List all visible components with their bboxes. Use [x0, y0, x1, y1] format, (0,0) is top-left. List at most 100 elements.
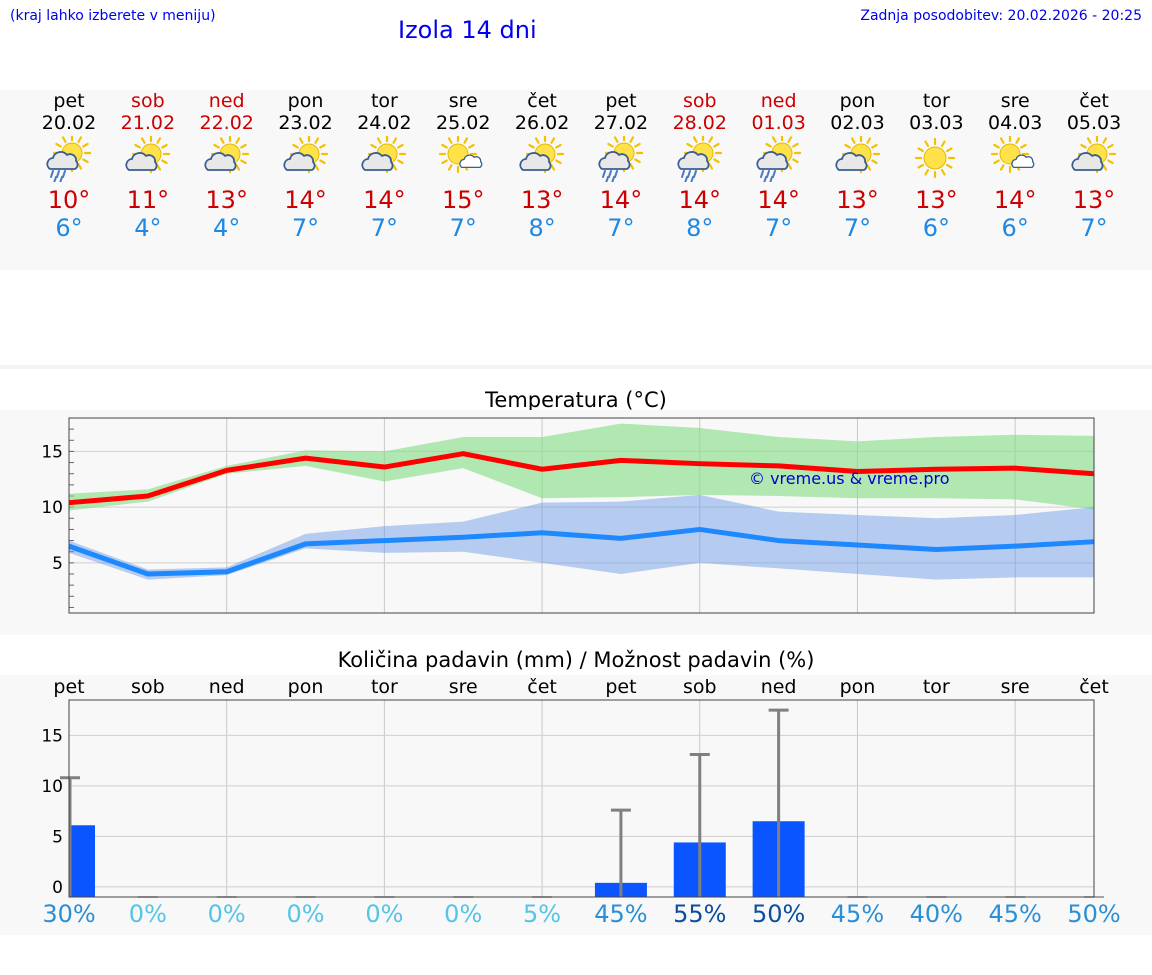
copyright-note: © vreme.us & vreme.pro — [749, 469, 950, 488]
sun-cloud-rain-icon — [46, 136, 92, 182]
max-temp: 14° — [757, 186, 800, 214]
min-temp: 7° — [291, 214, 320, 242]
precipitation-chance: 55% — [673, 900, 727, 928]
min-temp: 6° — [922, 214, 950, 242]
separator — [0, 365, 1152, 369]
min-temp: 7° — [449, 214, 477, 242]
precipitation-chance: 0% — [128, 900, 167, 928]
min-temp: 4° — [213, 214, 241, 242]
sun-cloud-rain-icon — [677, 136, 722, 182]
precipitation-chance: 50% — [751, 900, 806, 928]
max-temp: 11° — [126, 186, 170, 214]
max-temp: 13° — [836, 186, 879, 214]
x-tick-label: sre — [1001, 676, 1030, 698]
max-temp: 10° — [47, 186, 91, 214]
precipitation-chance: 0% — [286, 900, 325, 928]
plot-frame — [68, 699, 1095, 898]
max-temp: 14° — [599, 186, 643, 214]
day-name: sre — [1000, 90, 1030, 112]
day-name: tor — [922, 90, 950, 112]
max-temp: 15° — [441, 186, 485, 214]
y-tick-label: 15 — [41, 442, 63, 462]
day-date: 04.03 — [987, 112, 1043, 134]
x-tick-label: čet — [527, 676, 557, 698]
forecast-day: sob 28.02 14° 8° — [661, 90, 739, 242]
forecast-day: sre 25.02 15° 7° — [424, 90, 502, 242]
precipitation-chance: 0% — [207, 900, 246, 928]
day-date: 01.03 — [751, 112, 806, 134]
y-tick-label: 0 — [52, 878, 63, 898]
temperature-chart-title: Temperatura (°C) — [485, 388, 667, 412]
precipitation-chance-row: 30% 0% 0% 0% 0% 0% 5% 45% 55% 50% 45% 40% 45% 50% — [0, 900, 1152, 936]
sun-cloud-icon — [361, 136, 407, 174]
plot-area — [69, 700, 1094, 897]
min-temp: 4° — [134, 214, 162, 242]
day-name: pon — [839, 90, 876, 112]
sun-cloud-icon — [519, 136, 565, 174]
location-menu-hint[interactable]: (kraj lahko izberete v meniju) — [10, 8, 216, 24]
y-tick-label: 10 — [41, 498, 63, 518]
forecast-day: pon 23.02 14° 7° — [267, 90, 345, 242]
day-date: 24.02 — [357, 112, 412, 134]
precipitation-chart-title: Količina padavin (mm) / Možnost padavin … — [337, 648, 815, 672]
day-name: ned — [208, 90, 245, 112]
y-tick-label: 10 — [41, 777, 63, 797]
temperature-chart: 5 10 15 © vreme.us & vreme.pro — [41, 417, 1095, 614]
x-tick-label: tor — [371, 676, 398, 698]
x-tick-label: sre — [449, 676, 478, 698]
min-temp: 8° — [686, 214, 714, 242]
day-date: 28.02 — [672, 112, 727, 134]
day-date: 25.02 — [436, 112, 491, 134]
x-tick-label: čet — [1079, 676, 1109, 698]
precipitation-chance: 50% — [1067, 900, 1121, 928]
max-temp: 14° — [993, 186, 1037, 214]
max-temp: 14° — [363, 186, 406, 214]
x-tick-label: pon — [288, 676, 324, 698]
max-temp: 13° — [915, 186, 958, 214]
page-title: Izola 14 dni — [398, 16, 537, 44]
sun-small-cloud-icon — [439, 136, 483, 174]
y-tick-label: 5 — [52, 827, 63, 847]
sun-icon — [915, 137, 956, 179]
sun-cloud-icon — [125, 136, 170, 174]
min-temp: 7° — [607, 214, 635, 242]
sun-cloud-icon — [204, 136, 249, 174]
precipitation-chance: 45% — [594, 900, 648, 928]
sun-cloud-icon — [1071, 136, 1117, 174]
precipitation-chance: 5% — [523, 900, 562, 928]
day-name: čet — [527, 90, 557, 112]
min-temp: 8° — [528, 214, 556, 242]
day-name: pet — [605, 90, 637, 112]
sun-cloud-rain-icon — [598, 136, 644, 182]
day-name: pet — [53, 90, 85, 112]
y-tick-label: 5 — [52, 554, 63, 574]
sun-cloud-icon — [282, 136, 328, 174]
day-name: pon — [287, 90, 324, 112]
day-name: ned — [760, 90, 797, 112]
day-name: čet — [1079, 90, 1109, 112]
precipitation-bar — [69, 825, 95, 897]
max-temp: 14° — [678, 186, 722, 214]
min-temp: 6° — [1001, 214, 1029, 242]
max-temp: 13° — [520, 186, 564, 214]
min-temp: 6° — [55, 214, 83, 242]
precipitation-chance: 45% — [988, 900, 1042, 928]
min-temp: 7° — [1080, 214, 1108, 242]
day-name: sob — [131, 90, 165, 112]
day-date: 27.02 — [593, 112, 649, 134]
x-tick-label: pon — [840, 676, 876, 698]
day-name: sre — [448, 90, 478, 112]
forecast-day: sob 21.02 11° 4° — [109, 90, 187, 242]
forecast-day: pon 02.03 13° 7° — [819, 90, 897, 242]
y-tick-label: 15 — [41, 726, 63, 746]
forecast-day: ned 01.03 14° 7° — [740, 90, 818, 242]
precipitation-chance: 0% — [444, 900, 483, 928]
x-tick-label: pet — [53, 676, 84, 698]
x-tick-label: ned — [209, 676, 245, 698]
day-date: 23.02 — [278, 112, 333, 134]
min-temp: 7° — [370, 214, 399, 242]
max-temp: 13° — [1072, 186, 1116, 214]
day-date: 22.02 — [199, 112, 254, 134]
x-tick-label: sob — [683, 676, 717, 698]
day-date: 26.02 — [514, 112, 570, 134]
